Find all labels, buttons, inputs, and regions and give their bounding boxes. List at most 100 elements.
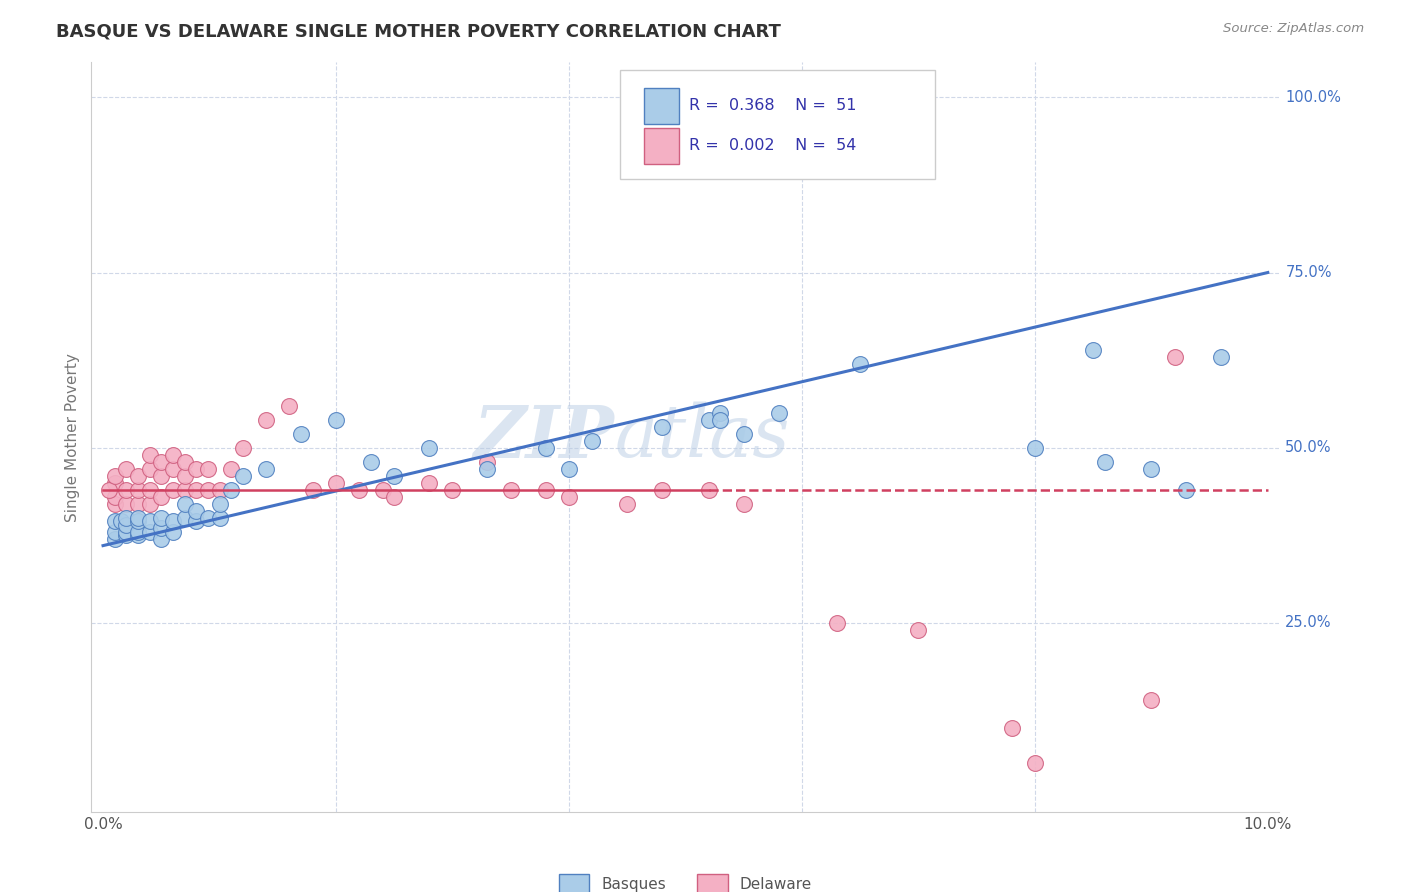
Point [499, 483, 522, 497]
Text: ZIP: ZIP [474, 401, 614, 473]
Point [127, 483, 149, 497]
Point [1000, 721, 1022, 735]
Point [104, 490, 127, 504]
Point [208, 483, 231, 497]
Point [115, 461, 138, 475]
Point [558, 490, 581, 504]
Point [115, 528, 138, 542]
Point [1024, 756, 1046, 770]
Point [173, 483, 195, 497]
Point [651, 419, 673, 434]
FancyBboxPatch shape [620, 70, 935, 178]
Point [173, 454, 195, 468]
Point [173, 510, 195, 524]
Point [709, 406, 731, 420]
Point [907, 623, 929, 637]
Text: R =  0.368    N =  51: R = 0.368 N = 51 [689, 98, 856, 113]
Point [697, 483, 720, 497]
Point [138, 448, 160, 462]
Point [150, 454, 173, 468]
Point [709, 412, 731, 426]
Point [186, 461, 208, 475]
Point [581, 434, 603, 448]
Point [127, 524, 149, 539]
Bar [644, 88, 679, 124]
Point [325, 475, 347, 490]
Point [232, 441, 254, 455]
Point [254, 412, 277, 426]
Point [162, 514, 184, 528]
Point [115, 524, 138, 539]
Point [173, 468, 195, 483]
Point [477, 454, 499, 468]
Point [138, 461, 160, 475]
Point [127, 497, 149, 511]
Point [232, 468, 254, 483]
Point [138, 514, 160, 528]
Point [441, 483, 464, 497]
Point [1094, 454, 1116, 468]
Point [1140, 461, 1163, 475]
Point [219, 483, 242, 497]
Point [138, 497, 160, 511]
Point [173, 497, 195, 511]
Point [1140, 692, 1163, 706]
Point [1081, 343, 1104, 357]
Text: 100.0%: 100.0% [1285, 90, 1341, 105]
Point [127, 510, 149, 524]
Point [534, 483, 557, 497]
Text: R =  0.002    N =  54: R = 0.002 N = 54 [689, 138, 856, 153]
Point [115, 497, 138, 511]
Text: Source: ZipAtlas.com: Source: ZipAtlas.com [1223, 22, 1364, 36]
Point [849, 357, 872, 371]
Point [360, 454, 382, 468]
Point [1163, 350, 1185, 364]
Point [301, 483, 323, 497]
Point [150, 468, 173, 483]
Point [162, 524, 184, 539]
Point [733, 497, 755, 511]
Point [104, 532, 127, 546]
Text: 50.0%: 50.0% [1285, 440, 1331, 455]
Point [150, 532, 173, 546]
Point [477, 461, 499, 475]
Point [138, 483, 160, 497]
Point [208, 510, 231, 524]
Y-axis label: Single Mother Poverty: Single Mother Poverty [65, 352, 80, 522]
Point [290, 426, 312, 441]
Point [162, 448, 184, 462]
Point [825, 615, 848, 630]
Point [197, 461, 219, 475]
Point [349, 483, 371, 497]
Point [104, 514, 127, 528]
Point [1211, 350, 1233, 364]
Point [534, 441, 557, 455]
Point [104, 497, 127, 511]
Point [197, 510, 219, 524]
Point [208, 497, 231, 511]
Point [115, 483, 138, 497]
Point [110, 514, 132, 528]
Point [616, 497, 638, 511]
Point [733, 426, 755, 441]
Point [162, 483, 184, 497]
Point [325, 412, 347, 426]
Point [1024, 441, 1046, 455]
Legend: Basques, Delaware: Basques, Delaware [553, 868, 818, 892]
Bar [644, 128, 679, 163]
Point [186, 503, 208, 517]
Point [768, 406, 790, 420]
Point [382, 468, 405, 483]
Point [697, 412, 720, 426]
Point [418, 475, 440, 490]
Point [115, 510, 138, 524]
Point [150, 510, 173, 524]
Point [254, 461, 277, 475]
Point [186, 483, 208, 497]
Point [127, 514, 149, 528]
Point [127, 528, 149, 542]
Point [651, 483, 673, 497]
Point [150, 521, 173, 535]
Point [150, 490, 173, 504]
Text: 75.0%: 75.0% [1285, 265, 1331, 280]
